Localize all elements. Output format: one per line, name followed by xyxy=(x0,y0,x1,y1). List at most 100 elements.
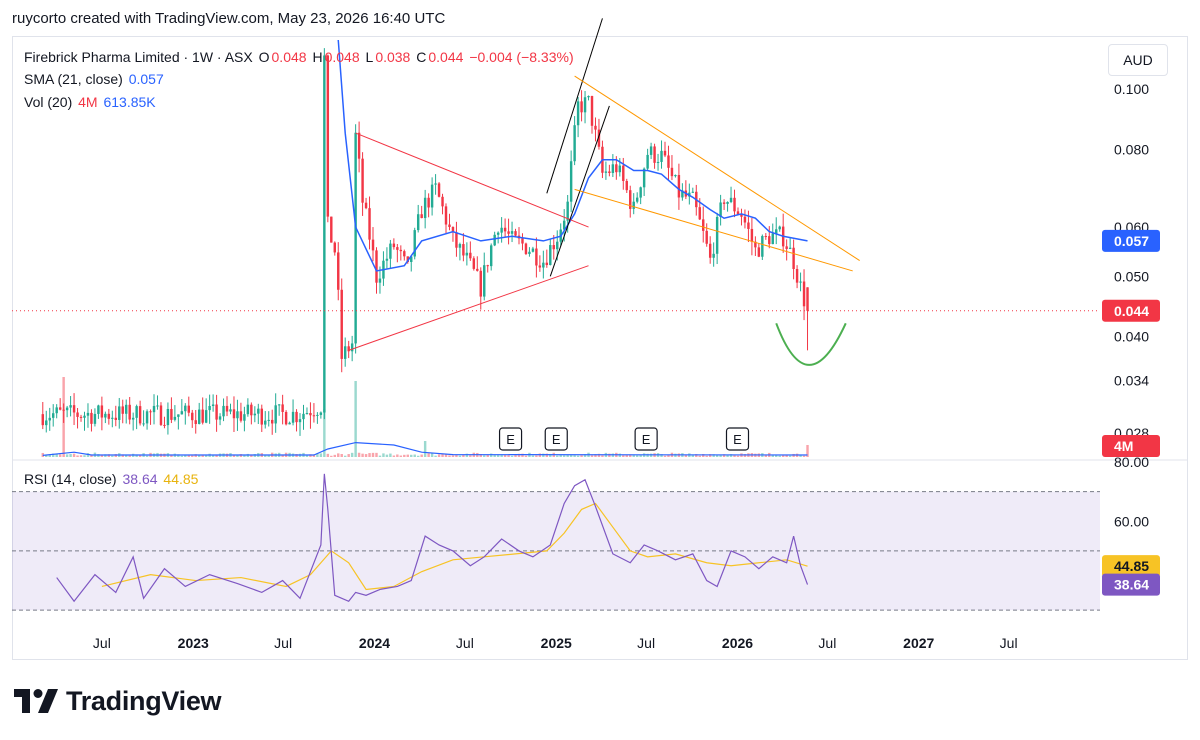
rsi-ma-price-label: 44.85 xyxy=(1114,558,1149,574)
rsi-price-label: 38.64 xyxy=(1114,577,1149,593)
volume-bar xyxy=(469,455,472,457)
candle-body xyxy=(528,251,531,254)
candle-body xyxy=(583,97,587,113)
candle-body xyxy=(566,201,569,221)
volume-bar xyxy=(483,455,486,457)
close-label: C xyxy=(416,49,427,65)
tradingview-logo[interactable]: TradingView xyxy=(14,686,222,716)
candle-body xyxy=(507,231,510,234)
currency-button[interactable]: AUD xyxy=(1108,44,1168,76)
volume-bar xyxy=(500,454,503,457)
candle-body xyxy=(257,408,260,414)
last-price-label-bg xyxy=(1102,299,1160,322)
candle-body xyxy=(632,201,635,209)
triangle-trendline-1[interactable] xyxy=(348,265,589,351)
candle-body xyxy=(489,245,493,267)
candle-body xyxy=(350,343,354,352)
candle-body xyxy=(427,197,430,208)
wedge-trendline-0[interactable] xyxy=(574,75,860,261)
time-axis-tick: Jul xyxy=(1000,635,1018,651)
volume-bar xyxy=(215,455,218,457)
volume-bar xyxy=(496,454,500,457)
volume-bar xyxy=(396,454,399,457)
candle-body xyxy=(312,415,316,417)
volume-bar xyxy=(361,453,364,457)
time-axis-tick: 2024 xyxy=(359,635,390,651)
earnings-marker[interactable] xyxy=(544,427,568,451)
candle-body xyxy=(653,146,656,163)
earnings-marker[interactable] xyxy=(634,427,658,451)
candle-body xyxy=(503,227,507,232)
candle-body xyxy=(764,236,768,238)
cup-curve[interactable] xyxy=(775,322,847,366)
triangle-trendline-0[interactable] xyxy=(355,132,589,228)
sma-line xyxy=(337,39,808,272)
candle-body xyxy=(698,207,701,220)
candle-body xyxy=(246,404,250,415)
candle-body xyxy=(166,408,170,426)
candle-body xyxy=(743,216,747,223)
earnings-marker-label: E xyxy=(506,432,515,447)
volume-bar xyxy=(775,454,778,457)
candle-body xyxy=(288,422,291,425)
candle-body xyxy=(309,412,312,416)
candle-body xyxy=(41,414,45,426)
candle-body xyxy=(726,201,729,204)
channel-trendline-0[interactable] xyxy=(546,18,603,194)
candle-body xyxy=(719,202,722,217)
volume-bar xyxy=(201,455,204,457)
candle-body xyxy=(239,411,243,421)
open-label: O xyxy=(258,49,270,65)
rsi-ma-value: 44.85 xyxy=(163,471,199,487)
candle-body xyxy=(510,231,514,234)
candle-body xyxy=(705,230,708,244)
volume-bar xyxy=(597,453,601,457)
volume-bar xyxy=(236,454,239,457)
volume-bar xyxy=(128,455,131,457)
volume-bar xyxy=(392,455,396,457)
volume-bar xyxy=(250,454,253,457)
candle-body xyxy=(260,408,263,425)
volume-bar xyxy=(305,455,309,457)
candle-body xyxy=(434,183,437,185)
volume-bar xyxy=(719,455,722,457)
candle-body xyxy=(232,409,236,419)
wedge-trendline-1[interactable] xyxy=(574,188,853,272)
volume-bar xyxy=(705,455,708,457)
volume-bar xyxy=(441,453,444,457)
volume-bar xyxy=(562,455,566,457)
candle-body xyxy=(222,405,225,417)
volume-bar xyxy=(531,455,535,457)
time-axis-tick: 2025 xyxy=(541,635,572,651)
open-value: 0.048 xyxy=(271,49,307,65)
candle-body xyxy=(368,208,371,240)
candle-body xyxy=(757,247,761,257)
candle-body xyxy=(802,281,806,307)
volume-bar xyxy=(733,455,736,457)
volume-bar xyxy=(243,454,246,457)
volume-bar xyxy=(83,455,86,457)
volume-bar xyxy=(448,455,451,457)
volume-bar xyxy=(65,454,69,457)
volume-bar xyxy=(691,454,695,457)
candle-body xyxy=(326,55,330,217)
candle-body xyxy=(118,406,121,420)
volume-bar xyxy=(416,455,420,457)
volume-bar xyxy=(465,453,469,457)
volume-bar xyxy=(323,409,326,457)
volume-bar xyxy=(507,455,510,457)
high-label: H xyxy=(312,49,323,65)
volume-bar xyxy=(76,455,79,457)
price-axis-tick: 0.100 xyxy=(1114,81,1149,97)
candle-body xyxy=(347,346,350,352)
candle-body xyxy=(295,411,298,423)
earnings-marker[interactable] xyxy=(725,427,750,451)
candle-body xyxy=(736,211,740,215)
low-label: L xyxy=(365,49,374,65)
candle-body xyxy=(187,405,190,413)
candle-body xyxy=(138,406,142,424)
earnings-marker[interactable] xyxy=(498,427,523,451)
candle-body xyxy=(660,150,663,162)
candle-body xyxy=(305,412,309,414)
